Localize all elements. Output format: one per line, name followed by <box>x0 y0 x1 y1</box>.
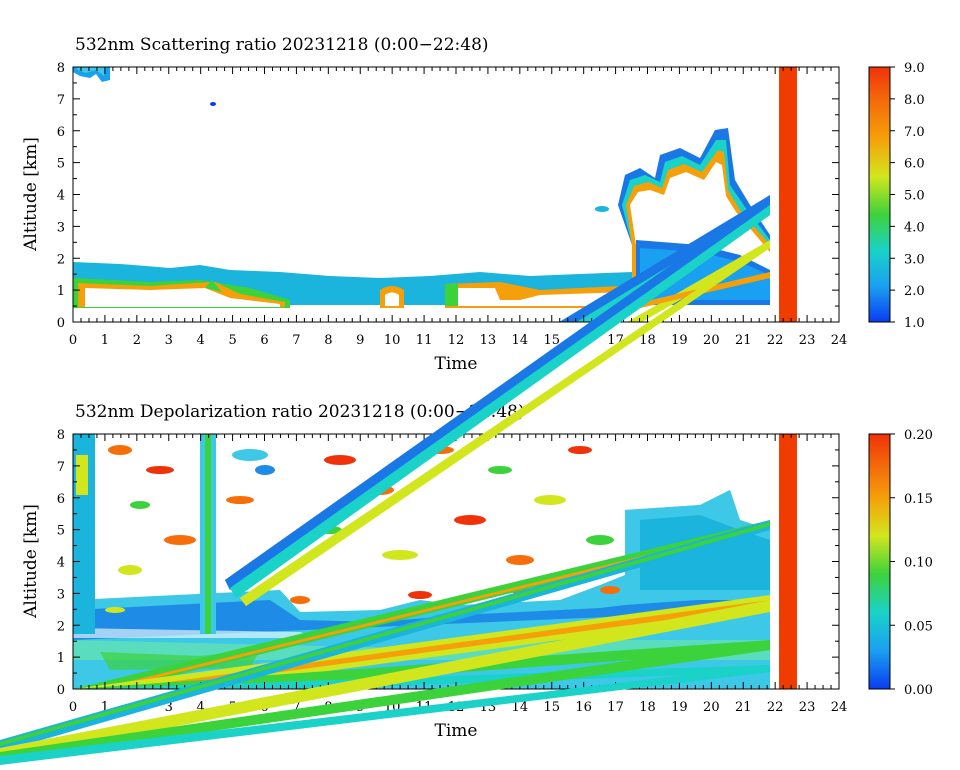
x-tick-label: 20 <box>703 700 720 715</box>
x-tick-label: 8 <box>324 333 332 348</box>
colorbar-tick-label: 8.0 <box>904 93 925 108</box>
y-tick-label: 8 <box>57 428 65 443</box>
x-tick-label: 3 <box>165 700 173 715</box>
x-tick-label: 23 <box>799 333 816 348</box>
y-tick-label: 6 <box>57 125 65 140</box>
y-tick-label: 0 <box>57 316 65 331</box>
x-tick-label: 24 <box>831 333 848 348</box>
y-tick-label: 3 <box>57 587 65 602</box>
x-tick-label: 10 <box>384 333 401 348</box>
colorbar-tick-label: 4.0 <box>904 220 925 235</box>
x-tick-label: 18 <box>639 700 656 715</box>
x-tick-label: 23 <box>799 700 816 715</box>
colorbar-tick-label: 9.0 <box>904 61 925 76</box>
x-tick-label: 11 <box>416 333 433 348</box>
x-tick-label: 15 <box>543 700 560 715</box>
x-tick-label: 9 <box>356 333 364 348</box>
y-tick-label: 5 <box>57 524 65 539</box>
colorbar-tick-label: 0.15 <box>904 492 933 507</box>
x-tick-label: 20 <box>703 333 720 348</box>
x-tick-label: 17 <box>607 700 624 715</box>
x-tick-label: 21 <box>735 700 752 715</box>
colorbar-labels: 1.0 2.0 3.0 4.0 5.0 6.0 7.0 8.0 9.0 <box>890 61 925 331</box>
colorbar-tick-label: 0.10 <box>904 556 933 571</box>
y-tick-label: 0 <box>57 683 65 698</box>
x-tick-label: 18 <box>639 333 656 348</box>
x-axis-label: Time <box>435 354 478 374</box>
x-tick-label: 22 <box>767 700 784 715</box>
x-tick-label: 19 <box>671 700 688 715</box>
scattering-ratio-panel: 532nm Scattering ratio 20231218 (0:00−22… <box>21 35 925 374</box>
colorbar-tick-label: 0.20 <box>904 428 933 443</box>
x-tick-label: 4 <box>197 333 205 348</box>
x-tick-label: 6 <box>260 333 268 348</box>
streak-artifacts <box>0 195 770 765</box>
x-tick-label: 7 <box>292 333 300 348</box>
x-tick-label: 21 <box>735 333 752 348</box>
x-tick-label: 2 <box>133 333 141 348</box>
y-tick-label: 2 <box>57 252 65 267</box>
x-tick-label: 12 <box>448 333 465 348</box>
colorbar-tick-label: 6.0 <box>904 157 925 172</box>
colorbar-tick-label: 7.0 <box>904 125 925 140</box>
y-axis-label: Altitude [km] <box>21 504 41 619</box>
x-tick-label: 1 <box>101 700 109 715</box>
x-tick-label: 22 <box>767 333 784 348</box>
x-tick-label: 14 <box>512 333 529 348</box>
x-tick-label: 24 <box>831 700 848 715</box>
colorbar-tick-label: 5.0 <box>904 189 925 204</box>
x-tick-label: 0 <box>69 333 77 348</box>
x-tick-label: 4 <box>197 700 205 715</box>
x-axis-label: Time <box>435 721 478 741</box>
colorbar-tick-label: 0.00 <box>904 683 933 698</box>
x-tick-label: 19 <box>671 333 688 348</box>
x-tick-label: 3 <box>165 333 173 348</box>
chart-title: 532nm Scattering ratio 20231218 (0:00−22… <box>75 35 489 55</box>
colorbar <box>868 66 891 323</box>
chart-title: 532nm Depolarization ratio 20231218 (0:0… <box>75 402 525 422</box>
x-tick-label: 13 <box>480 333 497 348</box>
x-tick-label: 1 <box>101 333 109 348</box>
x-tick-label: 7 <box>292 700 300 715</box>
colorbar-tick-label: 0.05 <box>904 619 933 634</box>
y-tick-label: 7 <box>57 93 65 108</box>
y-tick-label: 1 <box>57 651 65 666</box>
x-tick-label: 0 <box>69 700 77 715</box>
colorbar-tick-label: 3.0 <box>904 252 925 267</box>
x-tick-label: 14 <box>512 700 529 715</box>
y-axis-label: Altitude [km] <box>21 137 41 252</box>
no-data-bar <box>779 434 797 689</box>
y-tick-label: 8 <box>57 61 65 76</box>
y-tick-label: 1 <box>57 284 65 299</box>
x-tick-label: 15 <box>543 333 560 348</box>
x-tick-label: 5 <box>228 333 236 348</box>
no-data-bar <box>779 67 797 322</box>
colorbar-labels: 0.00 0.05 0.10 0.15 0.20 <box>890 428 933 698</box>
y-tick-label: 2 <box>57 619 65 634</box>
y-tick-label: 6 <box>57 492 65 507</box>
y-tick-label: 3 <box>57 220 65 235</box>
y-tick-label: 5 <box>57 157 65 172</box>
y-tick-label: 7 <box>57 460 65 475</box>
y-tick-label: 4 <box>57 556 65 571</box>
y-tick-label: 4 <box>57 189 65 204</box>
colorbar <box>868 433 891 690</box>
x-tick-label: 16 <box>575 700 592 715</box>
colorbar-tick-label: 2.0 <box>904 284 925 299</box>
colorbar-tick-label: 1.0 <box>904 316 925 331</box>
